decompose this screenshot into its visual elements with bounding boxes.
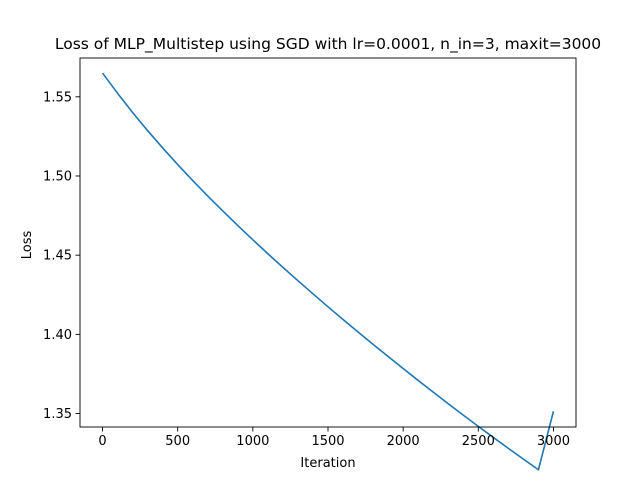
y-tick-label: 1.55 bbox=[43, 90, 72, 105]
y-axis-label: Loss bbox=[20, 231, 35, 260]
y-tick-label: 1.40 bbox=[43, 328, 72, 343]
chart-title: Loss of MLP_Multistep using SGD with lr=… bbox=[55, 35, 601, 54]
series-line bbox=[101, 72, 555, 471]
x-tick-label: 2000 bbox=[387, 434, 420, 449]
x-tick-label: 0 bbox=[98, 434, 106, 449]
x-tick-label: 3000 bbox=[537, 434, 570, 449]
x-tick-label: 2500 bbox=[462, 434, 495, 449]
x-axis-label: Iteration bbox=[300, 456, 355, 471]
plot-area bbox=[101, 72, 555, 471]
x-tick-label: 500 bbox=[165, 434, 190, 449]
x-tick-label: 1000 bbox=[236, 434, 269, 449]
y-tick-label: 1.45 bbox=[43, 249, 72, 264]
x-tick-label: 1500 bbox=[311, 434, 344, 449]
y-tick-label: 1.35 bbox=[43, 407, 72, 422]
axes: 0 500 1000 1500 2000 2500 3000 1.35 1.40 1.45 1.50… bbox=[43, 57, 577, 449]
y-tick-label: 1.50 bbox=[43, 169, 72, 184]
